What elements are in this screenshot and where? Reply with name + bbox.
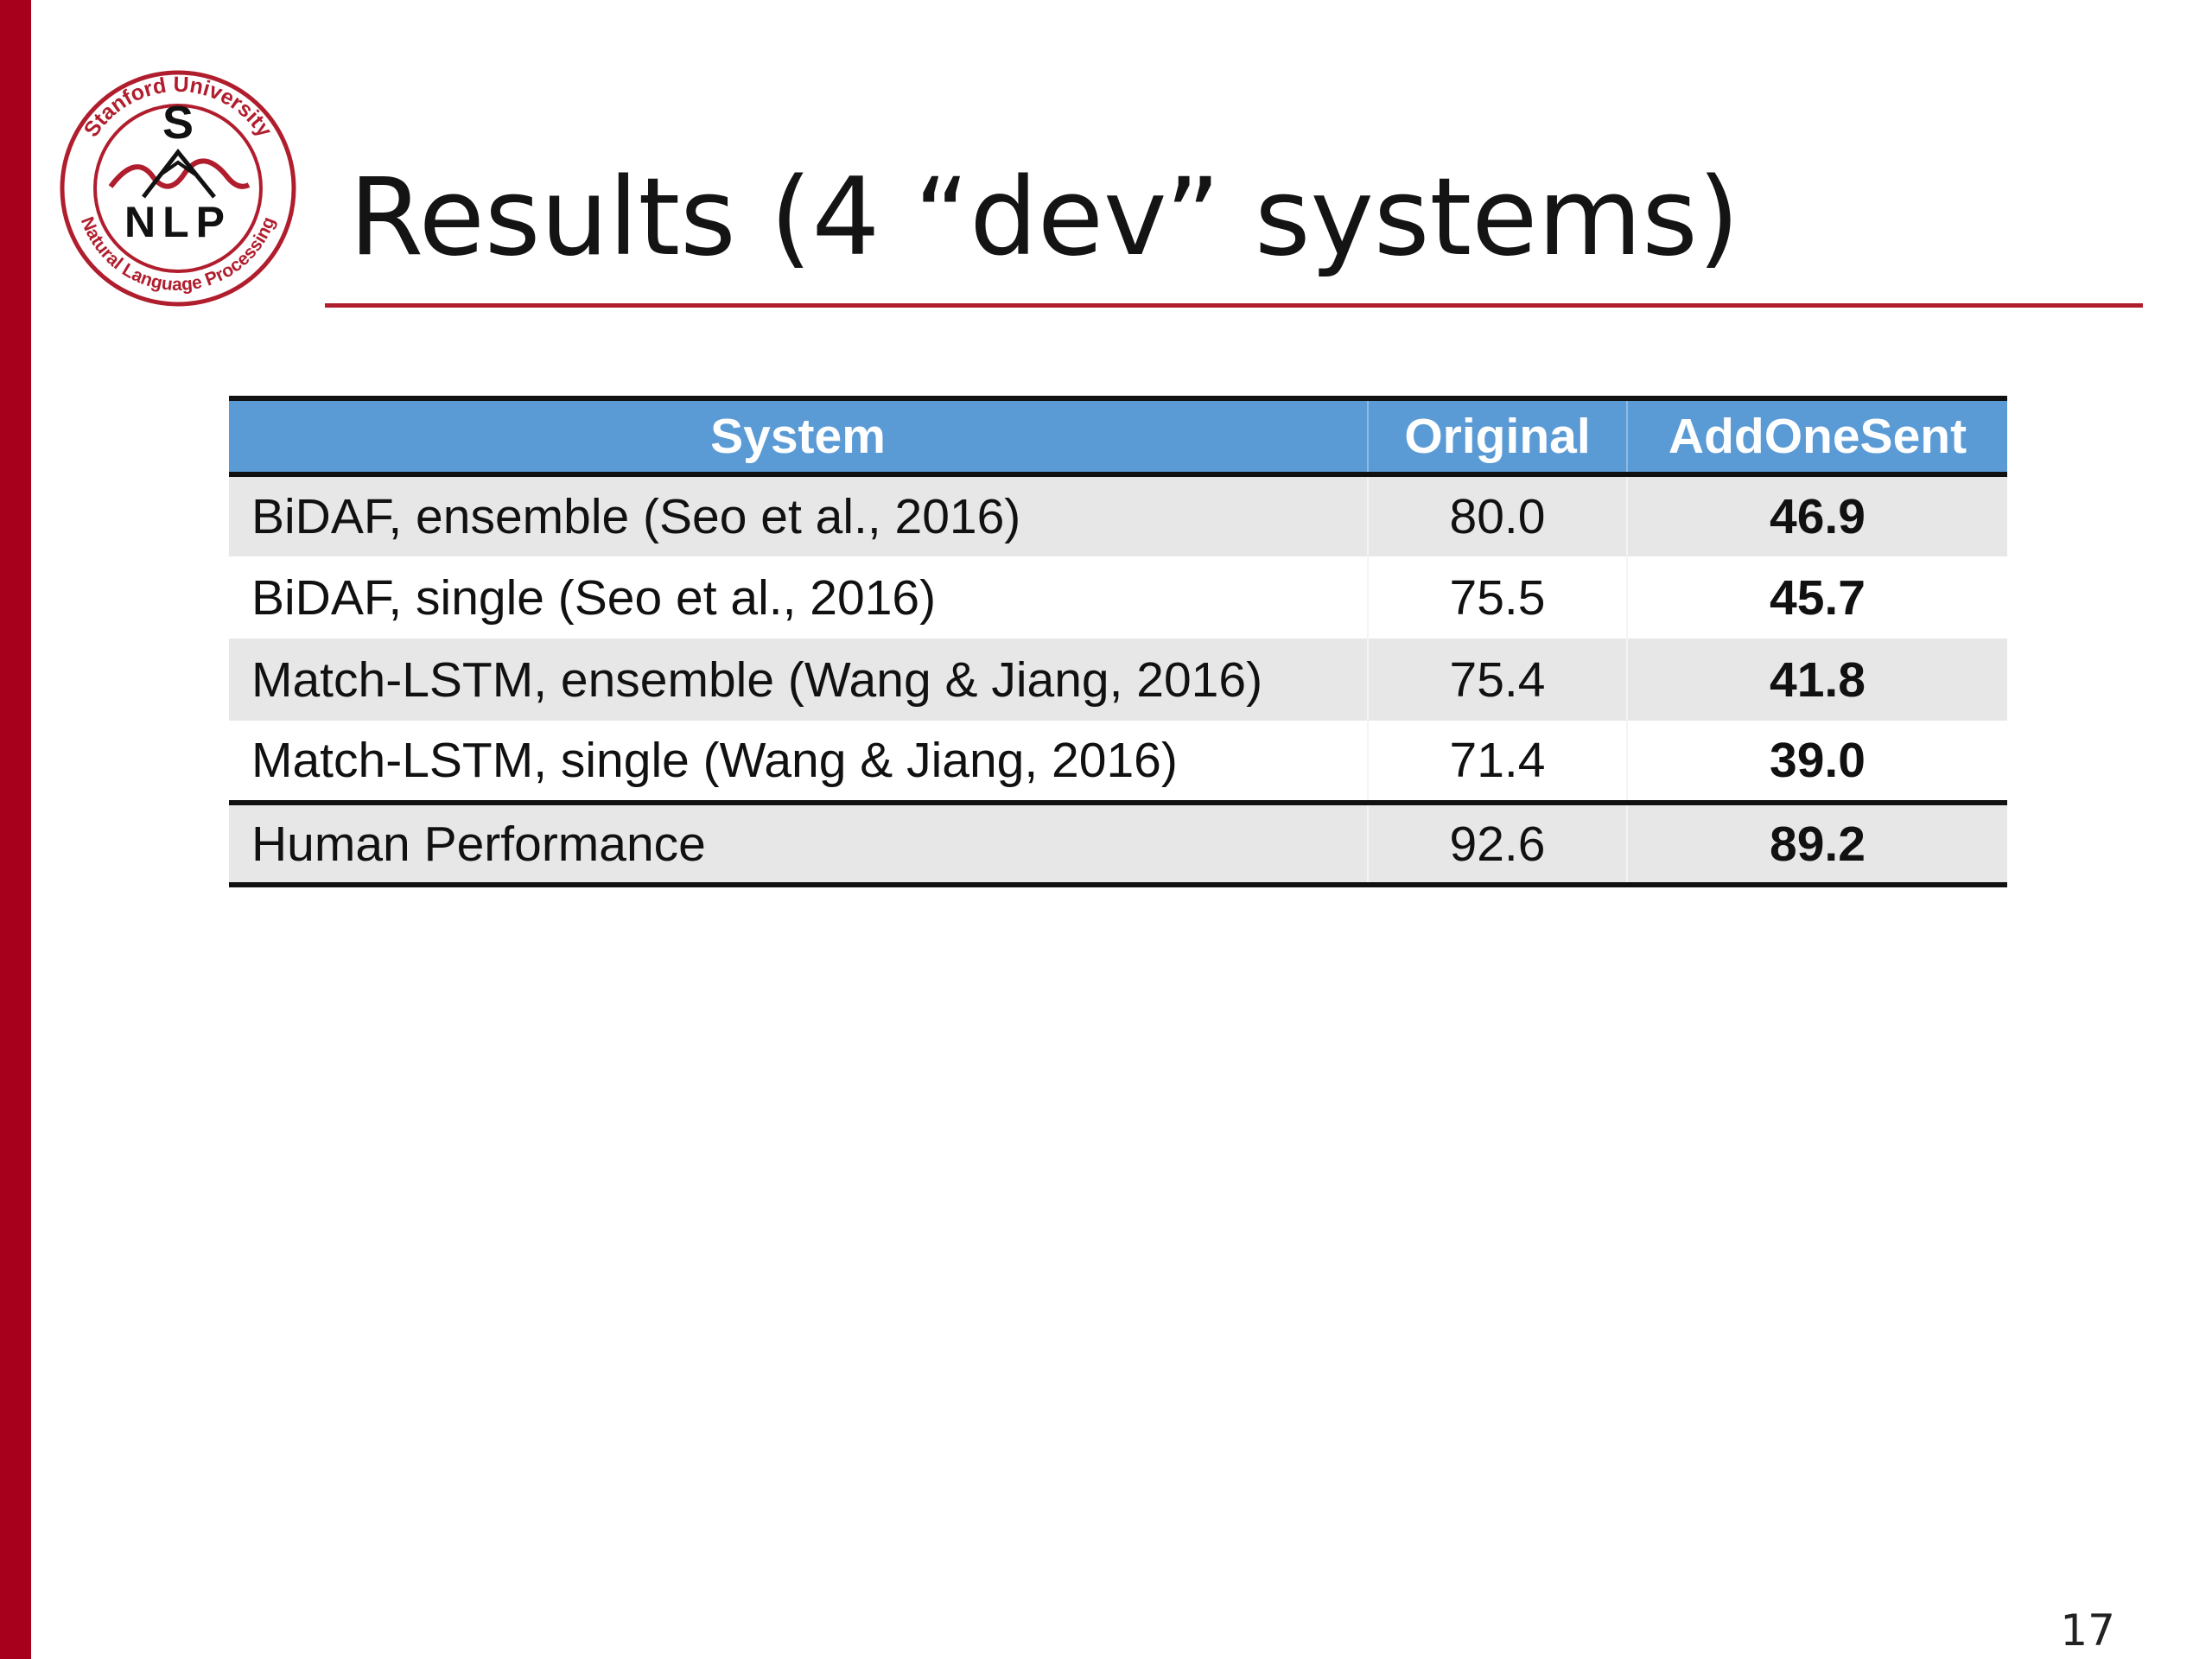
stanford-nlp-logo-icon: Stanford University Natural Language Pro… xyxy=(60,70,296,307)
table-row: BiDAF, single (Seo et al., 2016) 75.5 45… xyxy=(229,556,2007,639)
original-score-cell: 92.6 xyxy=(1367,800,1627,887)
svg-text:S: S xyxy=(162,97,194,149)
addonesent-score-cell: 41.8 xyxy=(1626,639,2007,721)
addonesent-score-cell: 45.7 xyxy=(1626,556,2007,639)
table-header-row: System Original AddOneSent xyxy=(229,396,2007,477)
slide-title: Results (4 “dev” systems) xyxy=(349,156,1740,280)
title-underline xyxy=(325,303,2143,308)
system-cell: Match-LSTM, single (Wang & Jiang, 2016) xyxy=(251,733,1178,788)
original-score-cell: 71.4 xyxy=(1367,721,1627,803)
table-row: BiDAF, ensemble (Seo et al., 2016) 80.0 … xyxy=(229,474,2007,556)
original-score-cell: 75.4 xyxy=(1367,639,1627,721)
table-row: Match-LSTM, single (Wang & Jiang, 2016) … xyxy=(229,721,2007,803)
addonesent-score-cell: 39.0 xyxy=(1626,721,2007,803)
system-cell: Match-LSTM, ensemble (Wang & Jiang, 2016… xyxy=(251,652,1263,708)
system-cell: BiDAF, single (Seo et al., 2016) xyxy=(251,569,937,626)
header-original: Original xyxy=(1367,396,1627,477)
results-table: System Original AddOneSent BiDAF, ensemb… xyxy=(229,396,2007,887)
addonesent-score-cell: 89.2 xyxy=(1626,800,2007,887)
original-score-cell: 75.5 xyxy=(1367,556,1627,639)
svg-text:NLP: NLP xyxy=(124,198,232,246)
system-cell: BiDAF, ensemble (Seo et al., 2016) xyxy=(251,489,1021,544)
addonesent-score-cell: 46.9 xyxy=(1626,474,2007,556)
system-cell: Human Performance xyxy=(229,800,1368,887)
original-score-cell: 80.0 xyxy=(1367,474,1627,556)
left-accent-bar xyxy=(0,0,31,1659)
header-addonesent: AddOneSent xyxy=(1626,396,2007,477)
table-row: Match-LSTM, ensemble (Wang & Jiang, 2016… xyxy=(229,639,2007,721)
human-performance-row: Human Performance 92.6 89.2 xyxy=(229,800,2007,887)
header-system: System xyxy=(229,396,1368,477)
page-number: 17 xyxy=(2060,1605,2115,1656)
